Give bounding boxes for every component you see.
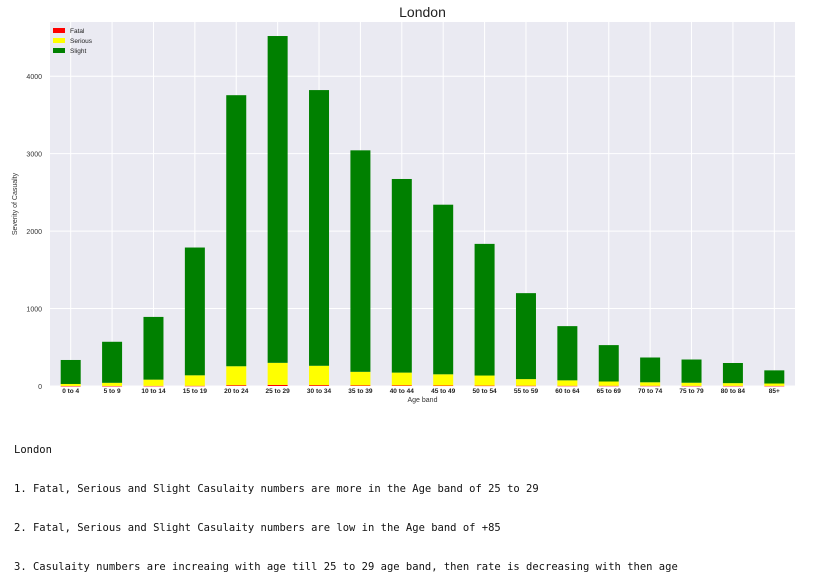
bar-serious bbox=[681, 382, 702, 386]
bar-serious bbox=[102, 382, 123, 386]
bar-fatal bbox=[267, 384, 288, 386]
y-tick-label: 4000 bbox=[26, 74, 42, 81]
bar-fatal bbox=[640, 385, 661, 387]
legend-swatch-fatal bbox=[53, 28, 65, 33]
x-tick-label: 15 to 19 bbox=[183, 388, 208, 395]
notes-line-3: 2. Fatal, Serious and Slight Casulaity n… bbox=[14, 522, 501, 534]
notes-line-1: London bbox=[14, 444, 52, 456]
bar-fatal bbox=[350, 385, 371, 386]
bar-slight bbox=[391, 178, 412, 373]
bar-fatal bbox=[515, 385, 536, 387]
x-tick-label: 75 to 79 bbox=[679, 388, 704, 395]
bar-fatal bbox=[681, 385, 702, 387]
legend-label-serious: Serious bbox=[70, 38, 93, 45]
x-tick-label: 20 to 24 bbox=[224, 388, 249, 395]
x-tick-label: 35 to 39 bbox=[348, 388, 373, 395]
bar-serious bbox=[515, 379, 536, 386]
bar-fatal bbox=[60, 385, 81, 387]
bar-serious bbox=[722, 383, 743, 386]
y-tick-label: 0 bbox=[38, 384, 42, 391]
bar-serious bbox=[640, 382, 661, 386]
x-tick-label: 30 to 34 bbox=[307, 388, 332, 395]
bar-slight bbox=[764, 370, 785, 384]
x-tick-label: 55 to 59 bbox=[514, 388, 539, 395]
y-tick-label: 2000 bbox=[26, 229, 42, 236]
bar-serious bbox=[598, 381, 619, 386]
x-tick-label: 40 to 44 bbox=[390, 388, 415, 395]
bar-slight bbox=[515, 293, 536, 380]
x-tick-label: 5 to 9 bbox=[104, 388, 121, 395]
bar-slight bbox=[433, 204, 454, 375]
bar-fatal bbox=[184, 385, 205, 387]
bar-fatal bbox=[722, 385, 743, 387]
bar-serious bbox=[557, 380, 578, 386]
y-tick-label: 3000 bbox=[26, 152, 42, 159]
bar-serious bbox=[309, 365, 330, 386]
bar-fatal bbox=[102, 385, 123, 387]
bar-serious bbox=[143, 379, 164, 386]
x-tick-label: 85+ bbox=[769, 388, 780, 395]
x-tick-label: 50 to 54 bbox=[472, 388, 497, 395]
bar-serious bbox=[474, 375, 495, 386]
bar-slight bbox=[309, 90, 330, 366]
bar-serious bbox=[764, 383, 785, 386]
bar-fatal bbox=[433, 385, 454, 387]
bar-serious bbox=[184, 375, 205, 386]
x-axis-label: Age band bbox=[408, 397, 438, 404]
plot-area bbox=[50, 22, 795, 386]
y-axis-label: Severity of Casualty bbox=[12, 172, 19, 235]
bar-slight bbox=[640, 357, 661, 383]
bar-serious bbox=[267, 362, 288, 385]
x-tick-label: 65 to 69 bbox=[597, 388, 622, 395]
notes-line-4: 3. Casulaity numbers are increaing with … bbox=[14, 561, 678, 573]
legend-swatch-serious bbox=[53, 38, 65, 43]
legend-label-slight: Slight bbox=[70, 48, 86, 55]
legend-label-fatal: Fatal bbox=[70, 28, 85, 35]
notes-line-2: 1. Fatal, Serious and Slight Casulaity n… bbox=[14, 483, 539, 495]
notes-block: London 1. Fatal, Serious and Slight Casu… bbox=[14, 418, 678, 587]
bar-slight bbox=[722, 362, 743, 384]
bar-serious bbox=[391, 372, 412, 386]
stacked-bar-chart: 0 1000 2000 3000 4000 0 to 4 5 to 9 10 to 14 15 … bbox=[12, 4, 795, 404]
bar-fatal bbox=[143, 385, 164, 387]
x-tick-label: 10 to 14 bbox=[141, 388, 166, 395]
bar-serious bbox=[60, 383, 81, 386]
bar-serious bbox=[350, 371, 371, 386]
bar-slight bbox=[267, 36, 288, 363]
x-tick-label: 80 to 84 bbox=[721, 388, 746, 395]
legend-swatch-slight bbox=[53, 48, 65, 53]
bar-fatal bbox=[764, 385, 785, 387]
bar-slight bbox=[474, 243, 495, 376]
bar-fatal bbox=[598, 385, 619, 387]
x-tick-label: 25 to 29 bbox=[266, 388, 291, 395]
bar-slight bbox=[226, 95, 247, 367]
x-tick-label: 60 to 64 bbox=[555, 388, 580, 395]
bar-slight bbox=[350, 150, 371, 372]
bar-slight bbox=[598, 345, 619, 382]
bar-slight bbox=[102, 341, 123, 383]
bar-fatal bbox=[226, 385, 247, 386]
bar-slight bbox=[60, 359, 81, 384]
x-tick-label: 70 to 74 bbox=[638, 388, 663, 395]
bar-serious bbox=[433, 374, 454, 386]
x-tick-label: 45 to 49 bbox=[431, 388, 456, 395]
bar-serious bbox=[226, 366, 247, 386]
y-tick-label: 1000 bbox=[26, 307, 42, 314]
bar-slight bbox=[143, 316, 164, 380]
bar-slight bbox=[557, 326, 578, 381]
x-tick-label: 0 to 4 bbox=[62, 388, 79, 395]
bar-slight bbox=[681, 359, 702, 383]
bar-fatal bbox=[391, 385, 412, 386]
bar-fatal bbox=[474, 385, 495, 387]
chart-title: London bbox=[399, 4, 446, 20]
bar-fatal bbox=[309, 385, 330, 386]
bar-fatal bbox=[557, 385, 578, 387]
bar-slight bbox=[184, 247, 205, 376]
